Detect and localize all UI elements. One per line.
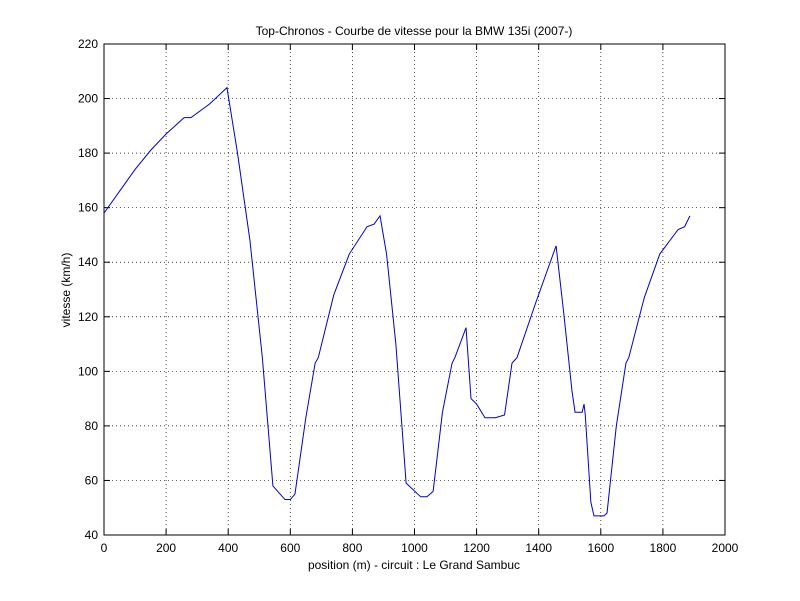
x-tick-label: 2000 xyxy=(712,541,739,555)
x-tick-label: 1000 xyxy=(401,541,428,555)
x-tick-label: 800 xyxy=(342,541,362,555)
y-tick-label: 200 xyxy=(78,92,98,106)
y-tick-label: 160 xyxy=(78,201,98,215)
speed-line xyxy=(103,86,691,517)
plot-frame xyxy=(103,43,726,536)
x-tick-label: 1200 xyxy=(463,541,490,555)
y-tick-label: 100 xyxy=(78,364,98,378)
y-tick-label: 180 xyxy=(78,146,98,160)
y-tick-label: 60 xyxy=(85,473,99,487)
x-tick-label: 600 xyxy=(280,541,300,555)
x-tick-label: 1800 xyxy=(650,541,677,555)
x-tick-label: 400 xyxy=(218,541,238,555)
y-tick-label: 140 xyxy=(78,255,98,269)
y-tick-label: 80 xyxy=(85,419,99,433)
x-tick-label: 1400 xyxy=(525,541,552,555)
y-tick-label: 120 xyxy=(78,310,98,324)
y-axis-label: vitesse (km/h) xyxy=(59,253,73,328)
x-tick-label: 200 xyxy=(156,541,176,555)
x-axis-label: position (m) - circuit : Le Grand Sambuc xyxy=(308,558,520,572)
chart-title: Top-Chronos - Courbe de vitesse pour la … xyxy=(256,24,573,38)
x-tick-label: 1600 xyxy=(587,541,614,555)
x-tick-label: 0 xyxy=(101,541,108,555)
y-tick-label: 220 xyxy=(78,37,98,51)
y-tick-label: 40 xyxy=(85,528,99,542)
